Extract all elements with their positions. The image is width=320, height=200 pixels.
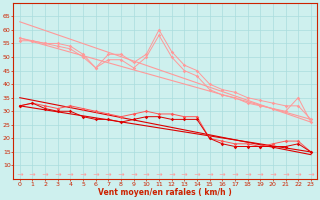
X-axis label: Vent moyen/en rafales ( km/h ): Vent moyen/en rafales ( km/h ) [99,188,232,197]
